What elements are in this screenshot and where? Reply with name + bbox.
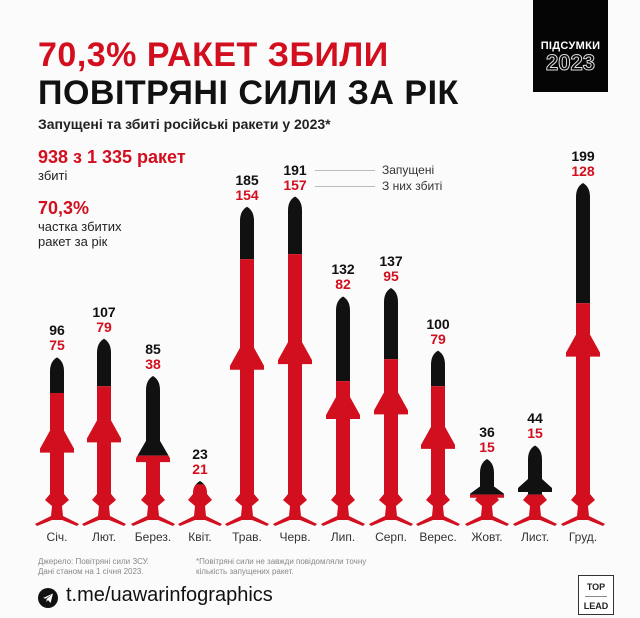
source-line-1: Джерело: Повітряні сили ЗСУ.	[38, 557, 149, 566]
launched-value: 100	[426, 315, 450, 332]
downed-value: 128	[571, 163, 595, 179]
footnote-line-1: *Повітряні сили не завжди повідомляли то…	[196, 557, 367, 566]
source-note: Джерело: Повітряні сили ЗСУ. Дані станом…	[38, 557, 149, 577]
downed-value: 82	[335, 276, 351, 293]
month-label: Серп.	[375, 530, 407, 544]
logo-top: TOP	[586, 582, 606, 592]
legend-line-launched	[315, 170, 375, 171]
month-label: Груд.	[568, 530, 598, 544]
source-line-2: Дані станом на 1 січня 2023.	[38, 567, 144, 576]
month-label: Квіт.	[188, 530, 212, 544]
rocket-bar	[416, 350, 460, 526]
month-label: Лист.	[520, 530, 550, 544]
footnote: *Повітряні сили не завжди повідомляли то…	[196, 557, 366, 577]
downed-value: 79	[430, 330, 446, 347]
launched-value: 23	[192, 446, 208, 463]
downed-value: 79	[96, 318, 112, 335]
rocket-bar	[369, 287, 413, 526]
launched-value: 44	[527, 410, 543, 427]
downed-value: 95	[383, 267, 399, 284]
footnote-line-2: кількість запущених ракет.	[196, 567, 294, 576]
month-label: Січ.	[46, 530, 68, 544]
title-line-1: 70,3% РАКЕТ ЗБИЛИ	[38, 36, 389, 74]
downed-value: 75	[49, 337, 65, 354]
share-stat-label-2: ракет за рік	[38, 234, 108, 249]
share-stat-label-1: частка збитих	[38, 219, 122, 234]
launched-value: 191	[283, 161, 307, 178]
legend-launched: Запущені	[382, 163, 435, 177]
toplead-logo: TOP LEAD	[578, 575, 614, 615]
month-label: Лют.	[91, 530, 117, 544]
downed-value: 15	[479, 439, 495, 456]
rocket-bar	[35, 357, 79, 526]
chart-subtitle: Запущені та збиті російські ракети у 202…	[38, 116, 331, 132]
share-stat: 70,3%	[38, 198, 90, 218]
rocket-bar	[465, 459, 509, 526]
rocket-bar	[321, 296, 365, 526]
month-label: Берез.	[134, 530, 172, 544]
legend-line-downed	[315, 186, 375, 187]
launched-value: 36	[479, 424, 495, 441]
total-stat: 938 з 1 335 ракет	[38, 147, 186, 167]
month-label: Лип.	[330, 530, 356, 544]
downed-value: 21	[192, 461, 208, 478]
telegram-icon[interactable]	[38, 588, 58, 608]
month-label: Верес.	[419, 530, 457, 544]
month-label: Черв.	[279, 530, 311, 544]
downed-value: 38	[145, 356, 161, 373]
rocket-bar	[273, 196, 317, 527]
rocket-bar	[561, 183, 605, 526]
total-stat-label: збиті	[38, 168, 68, 183]
launched-value: 85	[145, 341, 161, 358]
rocket-bar	[131, 376, 175, 526]
rocket-bar	[225, 206, 269, 526]
rocket-bar	[82, 338, 126, 526]
logo-bottom: LEAD	[583, 601, 609, 611]
legend-downed: З них збиті	[382, 179, 443, 193]
launched-value: 199	[571, 148, 595, 164]
launched-value: 137	[379, 252, 403, 269]
title-line-2: ПОВІТРЯНІ СИЛИ ЗА РІК	[38, 74, 459, 112]
launched-value: 132	[331, 261, 355, 278]
rocket-bar	[178, 481, 222, 526]
summary-badge: ПІДСУМКИ 2023	[533, 0, 608, 92]
launched-value: 96	[49, 322, 65, 339]
badge-label: ПІДСУМКИ	[540, 40, 601, 52]
month-label: Жовт.	[471, 530, 503, 544]
downed-value: 15	[527, 425, 543, 442]
downed-value: 154	[235, 186, 259, 203]
telegram-link[interactable]: t.me/uawarinfographics	[66, 584, 273, 606]
logo-divider	[585, 596, 607, 597]
badge-year: 2023	[546, 50, 596, 75]
launched-value: 185	[235, 171, 259, 188]
downed-value: 157	[283, 176, 307, 193]
launched-value: 107	[92, 303, 116, 320]
month-label: Трав.	[232, 530, 262, 544]
rocket-bar	[513, 445, 557, 526]
